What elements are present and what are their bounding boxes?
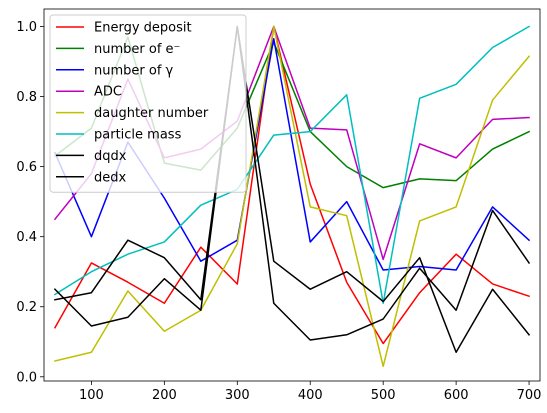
legend-box (49, 14, 247, 193)
x-tick-label: 100 (79, 388, 104, 403)
legend: Energy deposit number of e⁻ number of γ ADC… (49, 14, 247, 193)
axes-layer: 100 200 300 400 500 600 700 0.0 0.2 0.4 0.6 0.8 1.0 (16, 8, 542, 403)
legend-label-daughter-number-4: daughter number (94, 106, 209, 121)
y-tick-label: 0.0 (16, 370, 37, 385)
x-tick-label: 700 (517, 388, 542, 403)
legend-label-number-of-2: number of γ (94, 63, 174, 78)
series-line-daughter-number-4 (54, 25, 531, 368)
series-line-energy-deposit-0 (53, 25, 531, 345)
legend-label-particle-mass-5: particle mass (94, 128, 182, 143)
plot-frame (43, 8, 541, 382)
legend-label-energy-deposit-0: Energy deposit (94, 21, 192, 36)
y-tick-label: 1.0 (16, 20, 37, 35)
x-tick-label: 300 (225, 388, 250, 403)
x-tick-label: 500 (371, 388, 396, 403)
legend-label-dqdx-6: dqdx (94, 149, 127, 164)
y-tick-label: 0.6 (16, 160, 37, 175)
series-line-dqdx-6 (53, 25, 531, 354)
series-line-dedx-7 (54, 25, 531, 341)
y-tick-label: 0.4 (16, 230, 37, 245)
series-line-particle-mass-5 (53, 25, 531, 304)
y-tick-label: 0.8 (16, 90, 37, 105)
legend-label-number-of-e-1: number of e⁻ (94, 42, 180, 57)
x-tick-label: 400 (298, 388, 323, 403)
x-tick-label: 600 (444, 388, 469, 403)
x-tick-label: 200 (152, 388, 177, 403)
legend-label-adc-3: ADC (94, 85, 122, 100)
legend-label-dedx-7: dedx (94, 170, 127, 185)
y-tick-label: 0.2 (16, 300, 37, 315)
